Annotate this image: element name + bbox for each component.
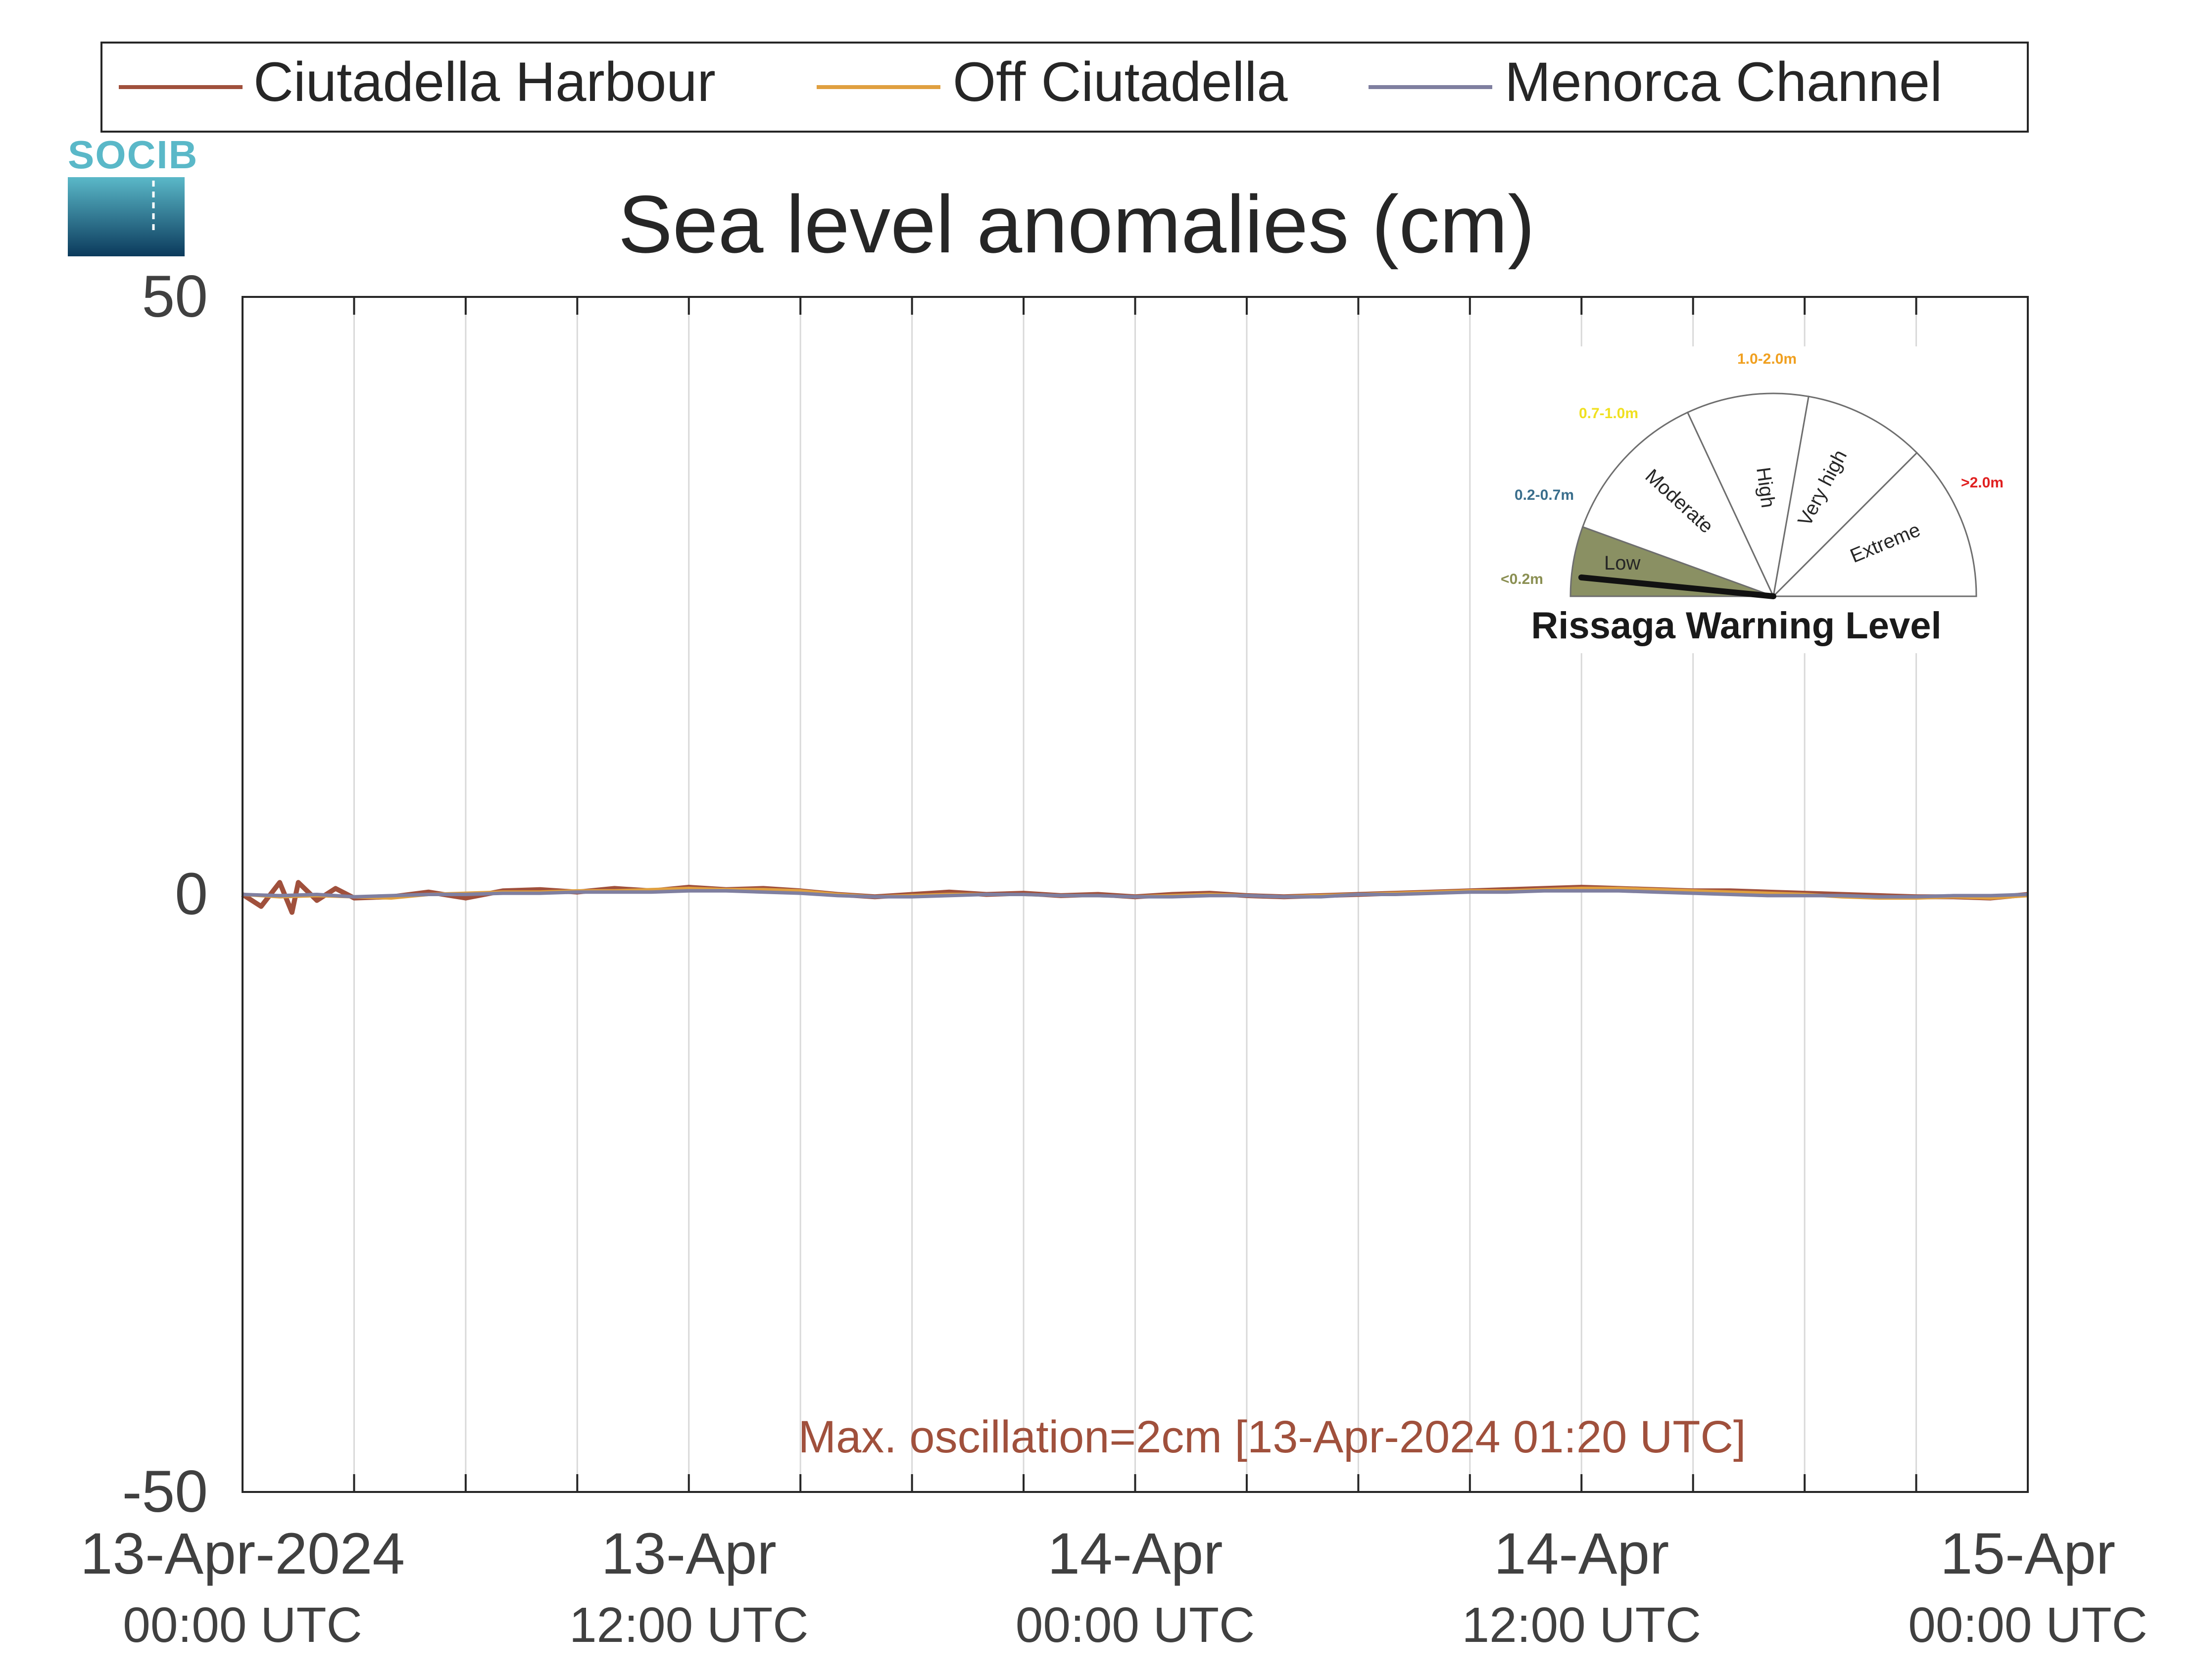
gauge-range-moderate: 0.2-0.7m — [1515, 487, 1574, 503]
tick-layer: -50 0 50 13-Apr-2024 00:00 UTC 13-Apr 12:00 UT… — [80, 263, 2148, 1653]
x-tick-label-date: 13-Apr-2024 — [80, 1521, 405, 1586]
legend-label-off-ciutadella: Off Ciutadella — [953, 51, 1288, 113]
gauge-label-low: Low — [1604, 552, 1640, 574]
socib-logo: SOCIB — [68, 133, 198, 256]
gauge-range-very-high: 1.0-2.0m — [1737, 351, 1797, 367]
x-tick-label-time: 00:00 UTC — [123, 1597, 362, 1653]
gauge-title: Rissaga Warning Level — [1531, 605, 1941, 647]
x-tick-label-time: 00:00 UTC — [1908, 1597, 2148, 1653]
x-tick-label-date: 14-Apr — [1047, 1521, 1223, 1586]
gauge-range-high: 0.7-1.0m — [1579, 405, 1638, 422]
x-tick-label-date: 15-Apr — [1940, 1521, 2115, 1586]
y-tick-label: -50 — [122, 1458, 208, 1525]
legend-box — [100, 42, 2029, 133]
legend-label-menorca-channel: Menorca Channel — [1505, 51, 1942, 113]
x-tick-label-time: 12:00 UTC — [569, 1597, 809, 1653]
chart-title: Sea level anomalies (cm) — [618, 179, 1535, 270]
gauge-segment-moderate — [1581, 411, 1775, 598]
x-tick-label-date: 13-Apr — [601, 1521, 777, 1586]
gauge-range-low: <0.2m — [1501, 571, 1543, 587]
x-tick-label-date: 14-Apr — [1494, 1521, 1669, 1586]
gauge-range-extreme: >2.0m — [1961, 475, 2004, 491]
legend-label-ciutadella-harbour: Ciutadella Harbour — [253, 51, 716, 113]
max-oscillation-annotation: Max. oscillation=2cm [13-Apr-2024 01:20 … — [798, 1412, 1746, 1462]
socib-logo-mark — [68, 177, 185, 256]
gauge-segment-extreme — [1771, 451, 1977, 597]
gauge-label-high: High — [1752, 466, 1779, 509]
x-tick-label-time: 00:00 UTC — [1016, 1597, 1255, 1653]
y-tick-label: 0 — [175, 861, 208, 927]
gauge-needle — [1578, 574, 1776, 599]
series-line-menorca-channel — [242, 889, 2028, 899]
x-tick-label-time: 12:00 UTC — [1462, 1597, 1701, 1653]
series-layer — [241, 880, 2028, 915]
gauge-segment-high — [1686, 392, 1810, 599]
socib-logo-text: SOCIB — [68, 133, 198, 177]
gauge-segment-very-high — [1772, 395, 1918, 599]
legend: Ciutadella Harbour Off Ciutadella Menorc… — [100, 42, 2029, 133]
y-tick-label: 50 — [142, 263, 208, 330]
